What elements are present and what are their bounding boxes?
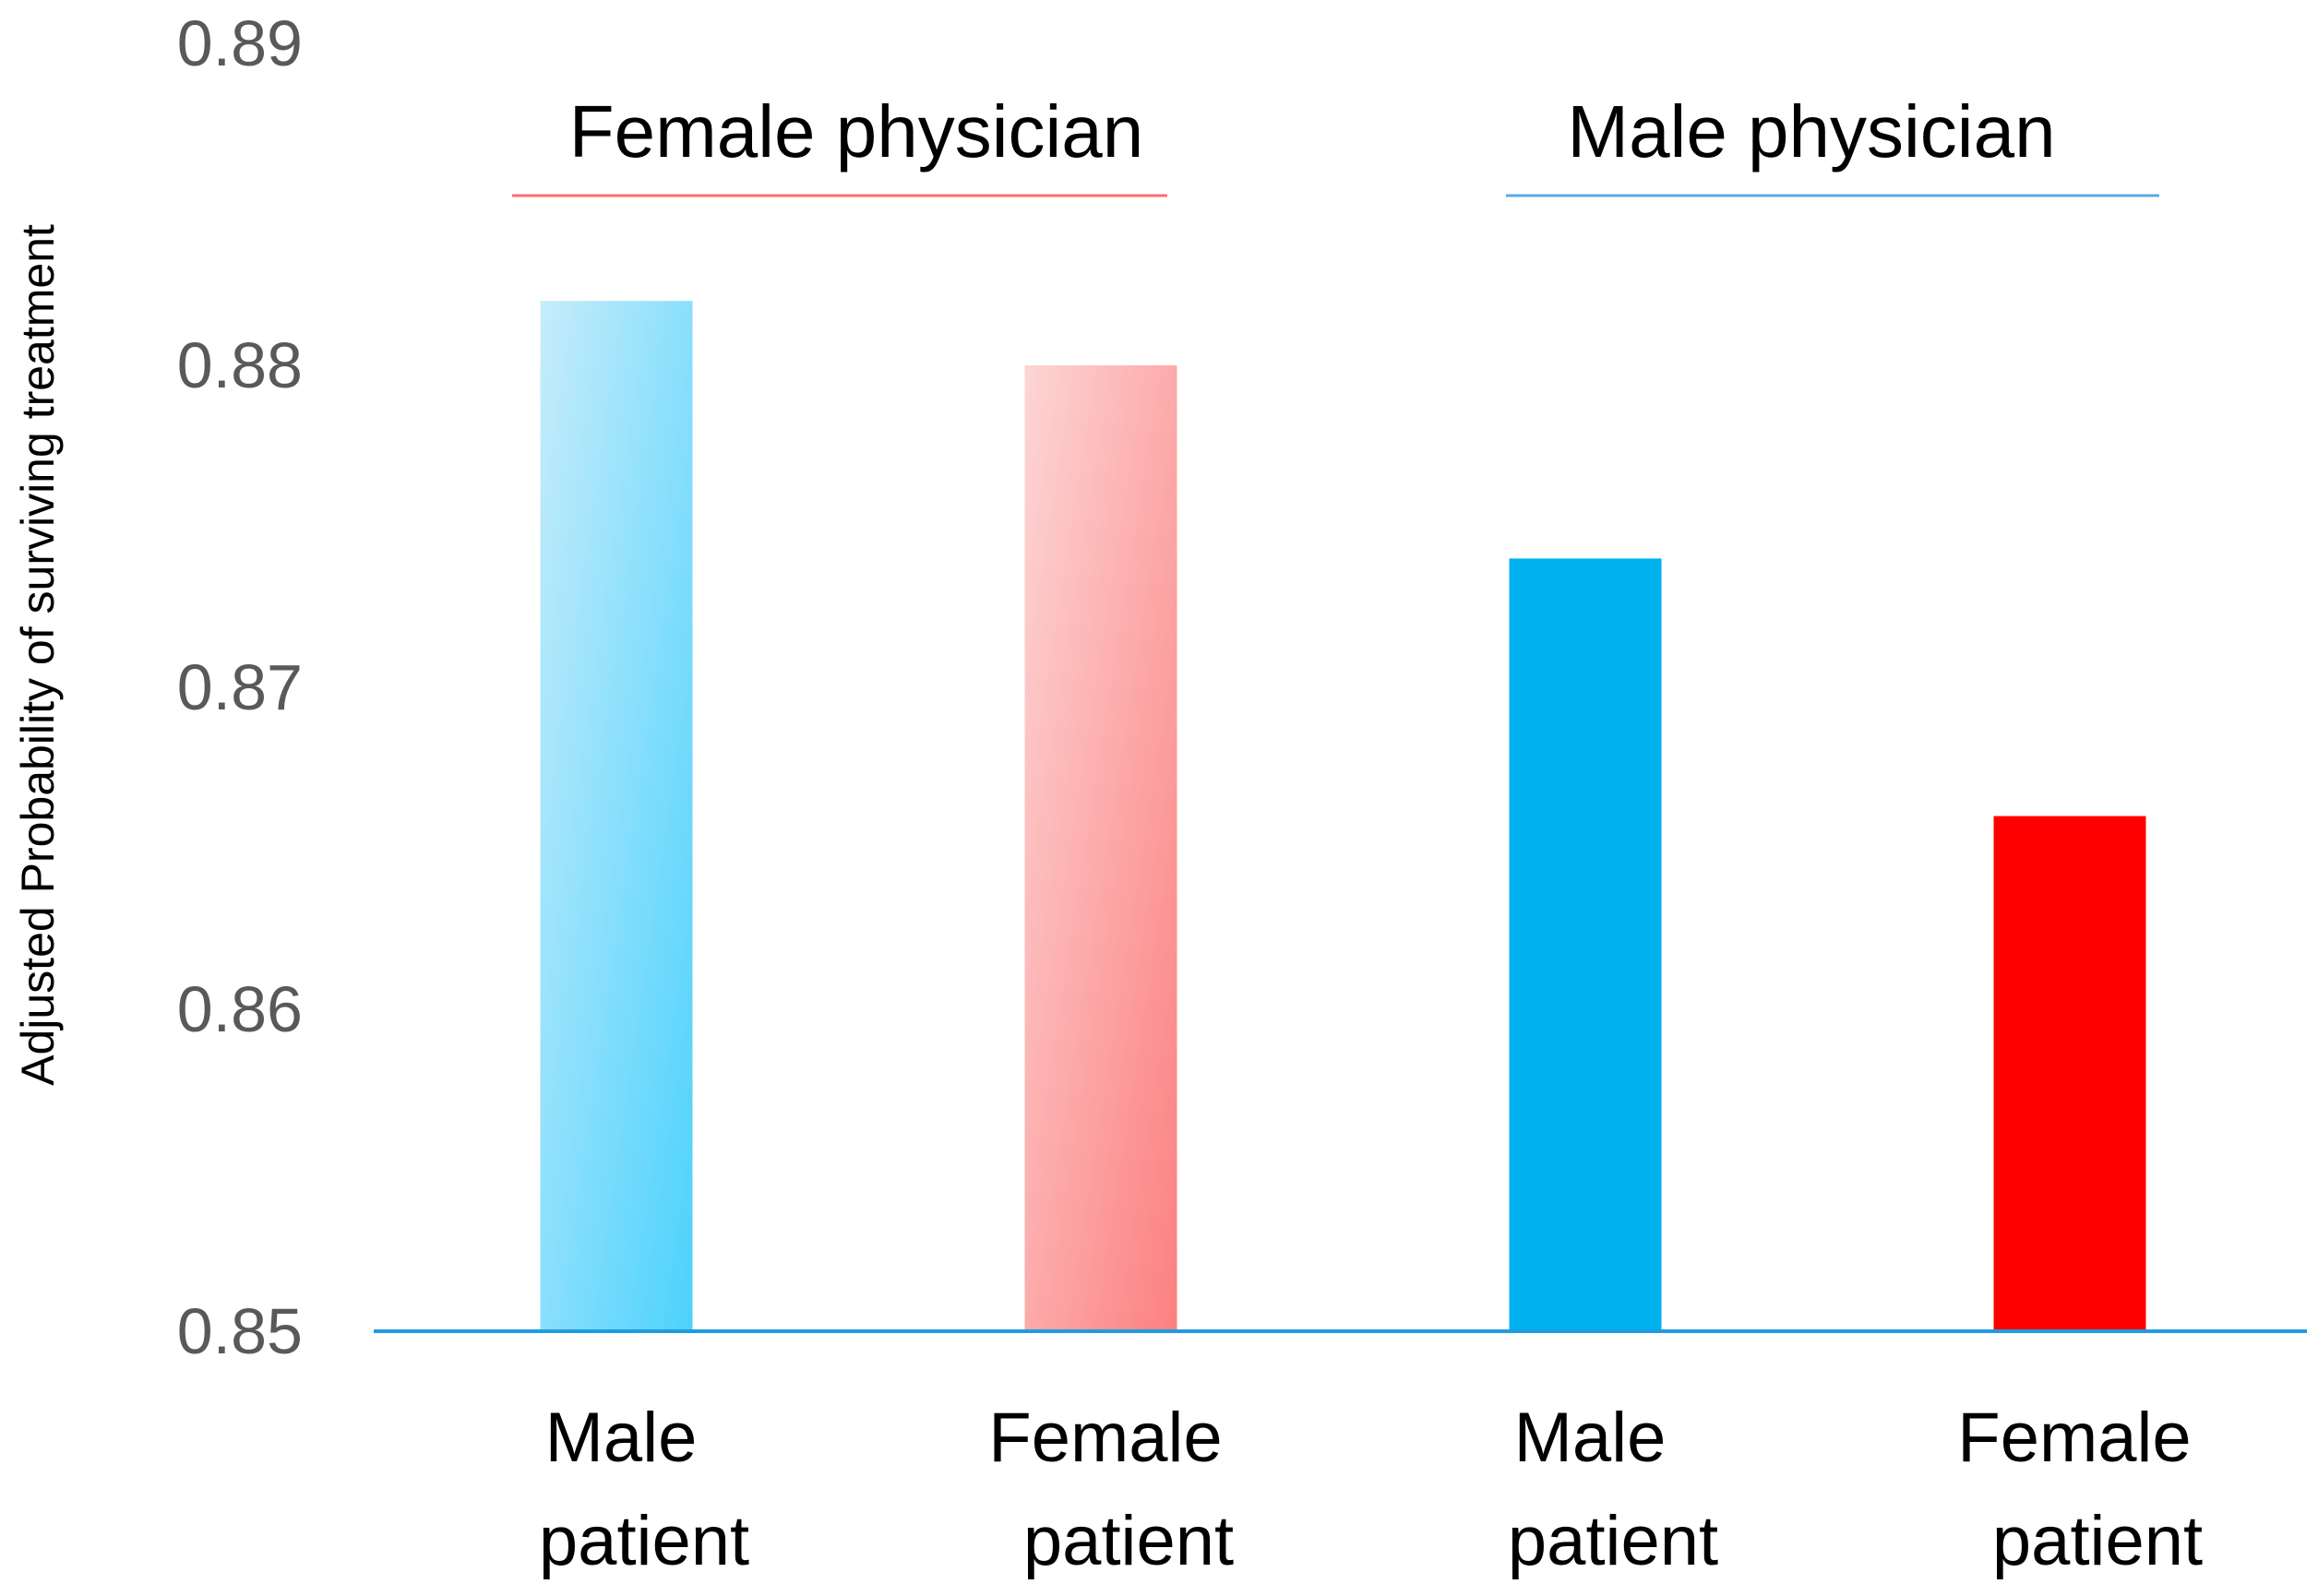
- y-tick-label: 0.89: [177, 7, 303, 79]
- bars: [540, 301, 2146, 1332]
- x-tick-label-line1: Male: [545, 1399, 698, 1477]
- x-tick-label-line1: Female: [988, 1399, 1222, 1477]
- group-headers: Female physician Male physician: [512, 90, 2159, 197]
- y-tick-label: 0.88: [177, 329, 303, 401]
- group-label: Male physician: [1567, 90, 2055, 173]
- x-tick-label-line1: Male: [1514, 1399, 1667, 1477]
- x-tick-label-line1: Female: [1957, 1399, 2191, 1477]
- group-label: Female physician: [569, 90, 1144, 173]
- y-tick-label: 0.85: [177, 1295, 303, 1367]
- x-tick-label-line2: patient: [539, 1502, 749, 1580]
- bar: [1024, 365, 1177, 1331]
- y-axis-ticks: 0.85 0.86 0.87 0.88 0.89: [177, 7, 303, 1367]
- x-tick-label-line2: patient: [1992, 1502, 2203, 1580]
- bar: [540, 301, 693, 1332]
- x-axis-labels: Male patient Female patient Male patient Femal…: [539, 1399, 2203, 1580]
- x-tick-label-line2: patient: [1508, 1502, 1718, 1580]
- y-tick-label: 0.87: [177, 651, 303, 723]
- x-tick-label-line2: patient: [1023, 1502, 1234, 1580]
- y-axis-label: Adjusted Probability of surviving treatm…: [12, 224, 64, 1086]
- bar: [1509, 558, 1662, 1331]
- bar: [1993, 816, 2146, 1331]
- y-tick-label: 0.86: [177, 973, 303, 1045]
